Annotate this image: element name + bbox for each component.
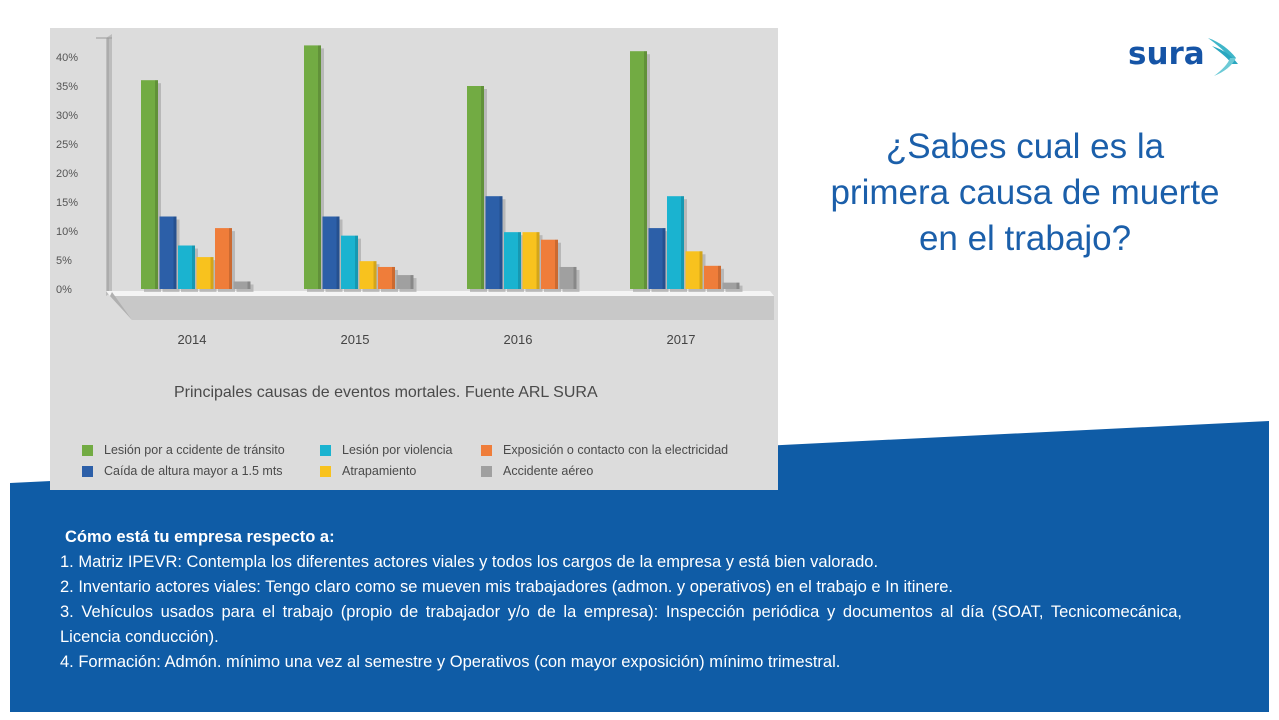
legend-swatch xyxy=(82,445,93,456)
bar-side xyxy=(555,239,558,289)
y-tick-label: 25% xyxy=(56,139,78,151)
info-title: Cómo está tu empresa respecto a: xyxy=(65,528,335,546)
bar xyxy=(648,228,666,289)
info-item-matriz: 1. Matriz IPEVR: Contempla los diferente… xyxy=(60,553,879,571)
chart-panel: 0% 5% 10% 15% 20% 25% 30% 35% 40% 2014 2015 2016 201… xyxy=(50,28,778,490)
bar xyxy=(467,86,484,289)
x-tick-label: 2015 xyxy=(341,332,370,347)
bar xyxy=(522,232,540,289)
bar-side xyxy=(173,216,177,289)
bar-side xyxy=(373,261,377,289)
chart-floor-top xyxy=(106,291,774,296)
bar xyxy=(233,281,251,289)
bar xyxy=(322,216,340,289)
bar-side xyxy=(736,282,740,289)
legend-label: Lesión por violencia xyxy=(342,443,453,457)
bar xyxy=(559,266,577,289)
bar-side xyxy=(318,45,321,290)
y-tick-label: 40% xyxy=(56,52,78,64)
y-tick-label: 5% xyxy=(56,255,72,267)
bar-side xyxy=(644,51,647,290)
info-text-block: Cómo está tu empresa respecto a: 1. Matr… xyxy=(60,525,1182,675)
bar xyxy=(215,228,232,289)
bar xyxy=(704,265,721,289)
bar xyxy=(196,257,214,289)
y-tick-label: 20% xyxy=(56,168,78,180)
bar-side xyxy=(410,275,414,289)
info-item-formacion: 4. Formación: Admón. mínimo una vez al s… xyxy=(60,653,841,671)
x-tick-label: 2016 xyxy=(504,332,533,347)
bar xyxy=(541,239,558,289)
y-tick-label: 30% xyxy=(56,110,78,122)
logo-wordmark: sura xyxy=(1128,36,1205,72)
bar xyxy=(722,282,740,289)
legend-swatch xyxy=(82,466,93,477)
axis-wall xyxy=(106,34,112,296)
chart-floor-front xyxy=(110,296,774,320)
legend-swatch xyxy=(481,466,492,477)
legend-label: Caída de altura mayor a 1.5 mts xyxy=(104,464,283,478)
bar-side xyxy=(536,232,540,289)
chart-title: Principales causas de eventos mortales. … xyxy=(174,384,598,401)
chart-floor-side xyxy=(110,292,132,320)
bar-side xyxy=(481,86,484,289)
legend-swatch xyxy=(481,445,492,456)
bar-side xyxy=(355,235,358,289)
legend-swatch xyxy=(320,466,331,477)
bar xyxy=(141,80,158,289)
bar-side xyxy=(699,251,703,289)
legend-label: Lesión por a ccidente de tránsito xyxy=(104,443,285,457)
bar-side xyxy=(681,196,684,289)
legend-label: Accidente aéreo xyxy=(503,464,593,478)
y-tick-label: 15% xyxy=(56,197,78,209)
bar-side xyxy=(718,265,721,289)
x-tick-label: 2017 xyxy=(667,332,696,347)
bar-side xyxy=(662,228,666,289)
x-tick-label: 2014 xyxy=(178,332,207,347)
bar-side xyxy=(229,228,232,289)
info-item-inventario: 2. Inventario actores viales: Tengo clar… xyxy=(60,578,953,596)
bar-chart: 0% 5% 10% 15% 20% 25% 30% 35% 40% 2014 2015 2016 201… xyxy=(56,34,774,478)
bar-side xyxy=(247,281,251,289)
legend-label: Exposición o contacto con la electricida… xyxy=(503,443,728,457)
bar xyxy=(304,45,321,290)
bar xyxy=(359,261,377,289)
bar-side xyxy=(210,257,214,289)
legend-label: Atrapamiento xyxy=(342,464,416,478)
bar xyxy=(178,245,195,289)
legend-swatch xyxy=(320,445,331,456)
bar xyxy=(378,266,395,289)
slide-question: ¿Sabes cual es la primera causa de muert… xyxy=(830,127,1220,258)
bar-side xyxy=(499,196,503,289)
bar-side xyxy=(392,266,395,289)
bar xyxy=(341,235,358,289)
bar xyxy=(485,196,503,289)
bar-side xyxy=(336,216,340,289)
bar-side xyxy=(192,245,195,289)
bar xyxy=(396,275,414,289)
bar-side xyxy=(518,232,521,289)
logo-wing-icon xyxy=(1208,38,1238,76)
y-tick-label: 35% xyxy=(56,81,78,93)
bar xyxy=(159,216,177,289)
y-tick-label: 0% xyxy=(56,284,72,296)
bar xyxy=(504,232,521,289)
bar xyxy=(630,51,647,290)
info-item-vehiculos: 3. Vehículos usados para el trabajo (pro… xyxy=(60,603,1182,646)
bar-side xyxy=(573,266,577,289)
y-tick-label: 10% xyxy=(56,226,78,238)
bar-side xyxy=(155,80,158,289)
bar xyxy=(685,251,703,289)
sura-logo: sura xyxy=(1128,36,1243,80)
bar xyxy=(667,196,684,289)
